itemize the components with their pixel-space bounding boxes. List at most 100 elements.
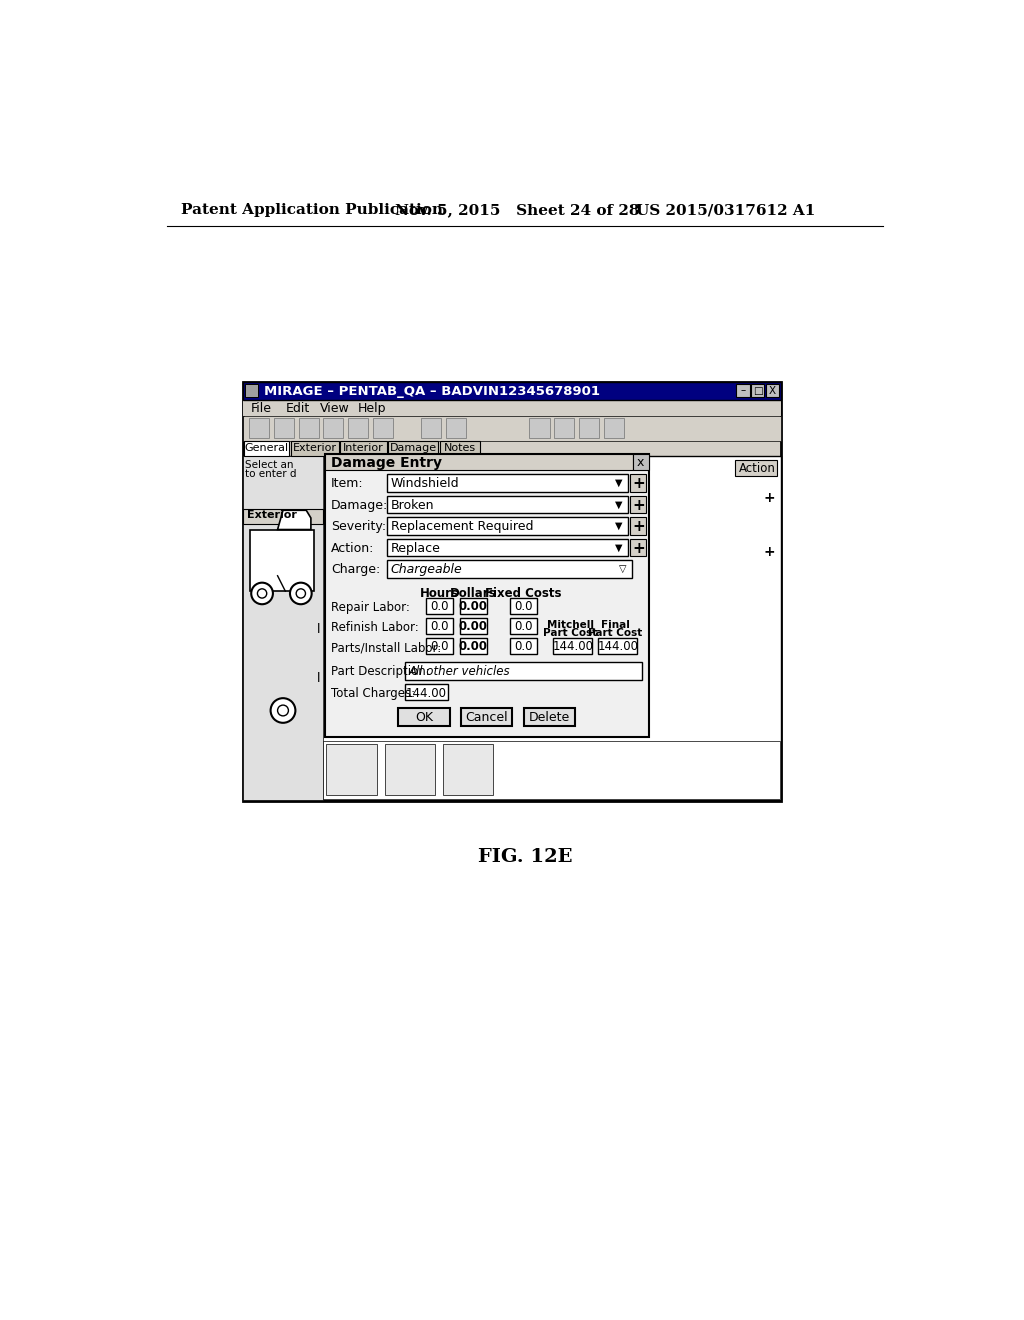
Bar [510,618,538,635]
Bar [387,496,628,513]
Bar [554,418,574,438]
Bar [249,418,269,438]
Bar [604,418,624,438]
Text: l: l [316,623,321,636]
Bar [510,638,538,655]
Text: □: □ [753,385,763,396]
Bar [398,708,450,726]
Text: ▼: ▼ [614,499,623,510]
Text: Mitchell: Mitchell [547,619,594,630]
Circle shape [278,705,289,715]
Text: +: + [632,498,645,512]
Text: US 2015/0317612 A1: US 2015/0317612 A1 [636,203,815,216]
Text: +: + [632,541,645,556]
Text: Exterior: Exterior [247,511,297,520]
Text: Replace: Replace [391,543,440,554]
Text: Part Cost: Part Cost [589,628,643,638]
Text: Nov. 5, 2015   Sheet 24 of 28: Nov. 5, 2015 Sheet 24 of 28 [395,203,640,216]
Text: 0.0: 0.0 [430,601,449,614]
Text: 0.0: 0.0 [514,640,532,653]
Circle shape [257,589,266,598]
Text: OK: OK [415,711,433,725]
Bar [630,539,646,557]
Text: Item:: Item: [331,478,364,490]
Bar [421,418,441,438]
Bar [735,461,777,475]
Text: Cancel: Cancel [466,711,508,725]
Text: Repair Labor:: Repair Labor: [331,601,410,614]
Bar [387,561,632,578]
Text: +: + [763,491,775,506]
Circle shape [251,582,273,605]
Text: All other vehicles: All other vehicles [409,665,510,678]
Circle shape [290,582,311,605]
Text: 144.00: 144.00 [552,640,593,653]
Bar [385,744,435,795]
Text: Interior: Interior [343,444,384,453]
Text: ▽: ▽ [618,564,627,574]
Text: 0.00: 0.00 [459,640,487,653]
Polygon shape [278,511,311,529]
Bar [348,418,369,438]
Bar [461,708,512,726]
Text: 0.0: 0.0 [514,601,532,614]
Bar [340,441,387,457]
Text: +: + [632,477,645,491]
Bar [633,454,649,470]
Bar [324,418,343,438]
Text: Select an: Select an [245,461,294,470]
Bar [445,418,466,438]
Text: ▼: ▼ [614,478,623,488]
Text: 0.00: 0.00 [459,620,487,634]
Bar [323,741,779,799]
Bar [766,384,779,397]
Text: Exterior: Exterior [293,444,337,453]
Text: Action:: Action: [331,543,375,554]
Text: 0.0: 0.0 [430,640,449,653]
Text: –: – [740,385,745,396]
Text: View: View [321,403,350,416]
Bar [387,517,628,535]
Bar [245,441,289,457]
Text: Part Cost: Part Cost [544,628,598,638]
Text: File: File [251,403,271,416]
Bar [404,684,449,701]
Circle shape [270,698,295,723]
Bar [630,474,646,492]
Bar [630,496,646,513]
Text: Help: Help [357,403,386,416]
Bar [426,618,453,635]
Bar [524,708,575,726]
Text: MIRAGE – PENTAB_QA – BADVIN12345678901: MIRAGE – PENTAB_QA – BADVIN12345678901 [264,385,600,397]
Text: Damage Entry: Damage Entry [331,457,442,470]
Text: +: + [632,519,645,535]
Text: Total Charges:: Total Charges: [331,688,415,701]
Bar [442,744,493,795]
Bar [273,418,294,438]
Text: Refinish Labor:: Refinish Labor: [331,622,419,634]
Bar [387,539,628,557]
Bar [251,529,314,591]
Text: General: General [245,444,289,453]
Text: Severity:: Severity: [331,520,386,533]
Text: +: + [763,545,775,558]
Bar [245,384,258,397]
Bar [460,618,486,635]
Text: Final: Final [601,619,630,630]
Text: Windshield: Windshield [391,478,460,490]
Text: Broken: Broken [391,499,434,512]
Bar [529,418,550,438]
Bar [388,441,438,457]
Bar [243,381,781,801]
Bar [460,598,486,614]
Text: FIG. 12E: FIG. 12E [477,847,572,866]
Text: Patent Application Publication: Patent Application Publication [180,203,442,216]
Text: Replacement Required: Replacement Required [391,520,534,533]
Bar [243,457,781,800]
Bar [387,474,628,492]
Text: Fixed Costs: Fixed Costs [485,586,561,599]
Text: 0.0: 0.0 [514,620,532,634]
Text: Hours: Hours [420,586,459,599]
Text: Damage: Damage [390,444,437,453]
Text: ▼: ▼ [614,521,623,531]
